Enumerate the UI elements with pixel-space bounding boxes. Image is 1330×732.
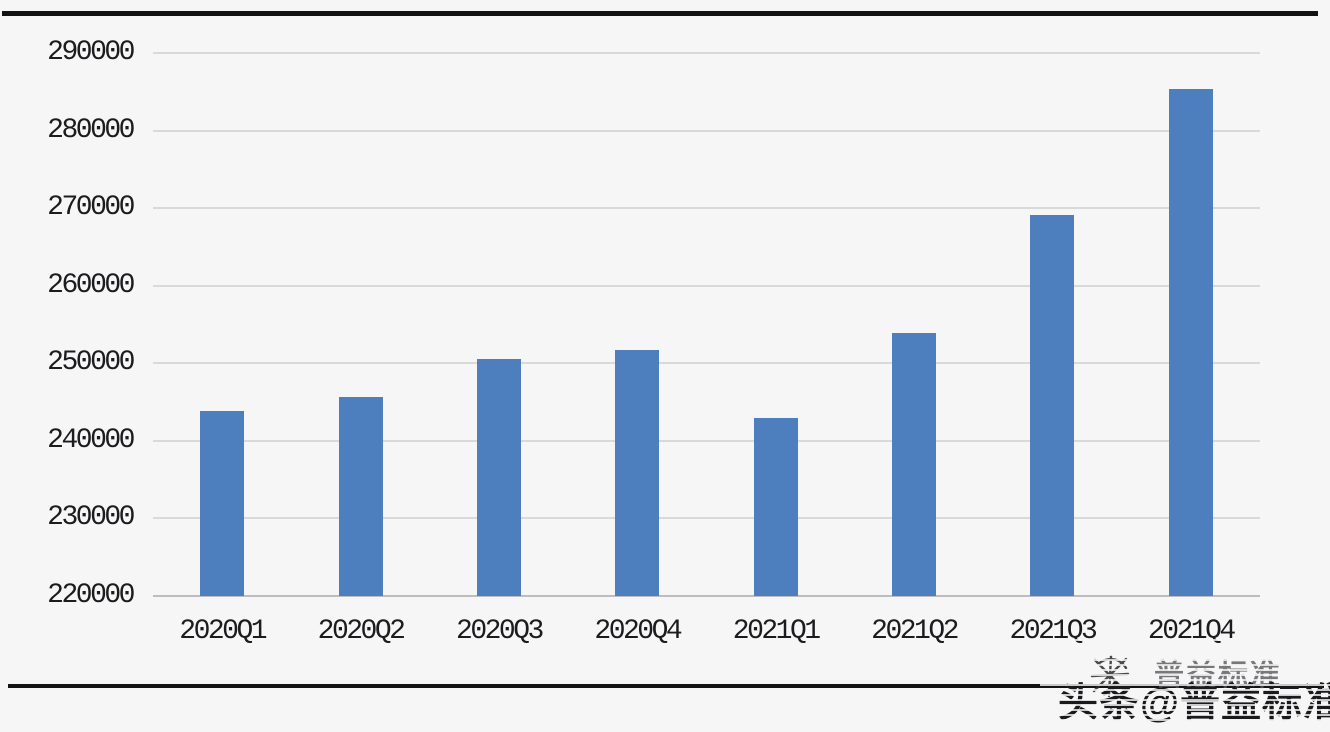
watermark-main-text: 头条@普益标准 xyxy=(1058,681,1330,725)
bottom-border-rule xyxy=(8,684,1324,688)
xtick-2020q3: 2020Q3 xyxy=(456,616,544,647)
gridline xyxy=(153,517,1260,520)
gridline xyxy=(153,284,1260,287)
bar-2020q1 xyxy=(200,411,245,596)
axis-baseline xyxy=(153,595,1260,597)
ytick-220000: 220000 xyxy=(47,580,135,611)
gridline xyxy=(153,439,1260,442)
ytick-270000: 270000 xyxy=(47,192,135,224)
bars-row xyxy=(153,53,1260,596)
ytick-230000: 230000 xyxy=(47,502,135,534)
gridline xyxy=(153,362,1260,365)
plot-area xyxy=(153,52,1260,597)
ytick-260000: 260000 xyxy=(47,269,135,301)
ytick-250000: 250000 xyxy=(47,347,135,379)
bar-2020q2 xyxy=(338,397,383,596)
bar-2020q4 xyxy=(615,350,660,596)
gridline xyxy=(153,207,1260,210)
bar-2021q2 xyxy=(892,333,937,596)
top-border-rule xyxy=(2,11,1318,16)
xtick-2020q1: 2020Q1 xyxy=(179,616,267,647)
bar-slot xyxy=(845,53,983,596)
bar-slot xyxy=(153,53,291,596)
bar-slot xyxy=(568,53,706,596)
bar-slot xyxy=(291,53,429,596)
xtick-2021q1: 2021Q1 xyxy=(732,616,821,647)
gridline xyxy=(153,129,1260,132)
bar-2021q3 xyxy=(1030,215,1075,596)
ytick-280000: 280000 xyxy=(47,114,135,146)
bar-2020q3 xyxy=(476,359,521,596)
bar-slot xyxy=(707,53,845,596)
ytick-290000: 290000 xyxy=(47,37,135,68)
bar-2021q4 xyxy=(1168,89,1213,596)
ytick-240000: 240000 xyxy=(47,424,135,456)
bar-2021q1 xyxy=(753,418,798,596)
bar-slot xyxy=(1122,53,1260,596)
gridline xyxy=(153,52,1260,54)
xtick-2020q4: 2020Q4 xyxy=(594,616,682,647)
watermark: 普益标准 头条@普益标准 xyxy=(1040,636,1330,732)
bar-slot xyxy=(983,53,1121,596)
xtick-2020q2: 2020Q2 xyxy=(317,616,406,647)
bar-slot xyxy=(430,53,568,596)
xtick-2021q2: 2021Q2 xyxy=(871,616,959,647)
